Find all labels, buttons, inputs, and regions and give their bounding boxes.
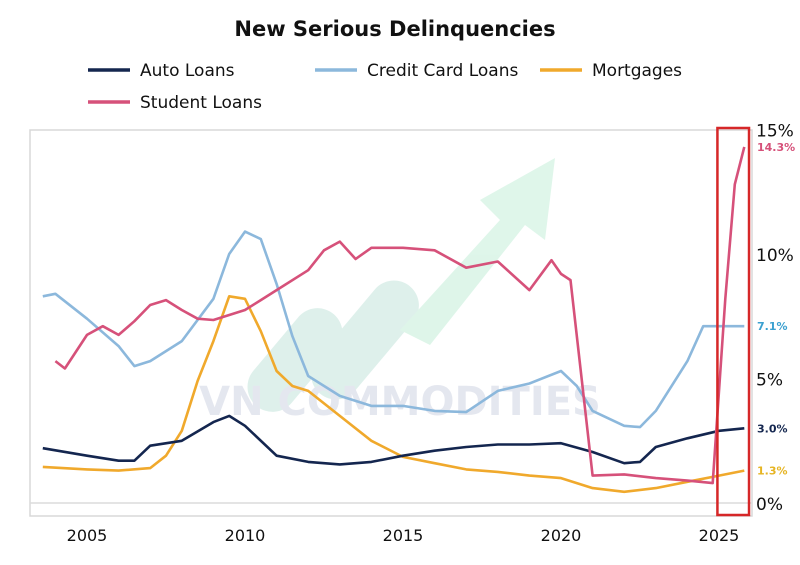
y-tick-label: 0%: [756, 495, 783, 515]
x-tick-label: 2020: [541, 526, 582, 545]
legend-label: Credit Card Loans: [367, 61, 518, 81]
series-line-student-loans: [54, 146, 746, 485]
legend: Auto Loans Credit Card Loans Mortgages Stud…: [88, 61, 682, 113]
x-tick-label: 2025: [699, 526, 740, 545]
plot-frame: [29, 129, 753, 517]
x-tick-label: 2015: [383, 526, 424, 545]
series-line-credit-card-loans: [42, 230, 745, 429]
watermark-logo: VN COMMODITIES: [199, 158, 601, 425]
end-value-label: 7.1%: [757, 320, 788, 333]
chart-title: New Serious Delinquencies: [234, 17, 555, 41]
x-tick-label: 2010: [225, 526, 266, 545]
end-value-label: 1.3%: [757, 465, 788, 478]
y-tick-label: 5%: [756, 371, 783, 391]
legend-label: Student Loans: [140, 93, 262, 113]
end-value-label: 3.0%: [757, 422, 788, 435]
legend-label: Mortgages: [592, 61, 682, 81]
x-tick-label: 2005: [67, 526, 108, 545]
highlight-box: [716, 126, 751, 517]
y-tick-label: 10%: [756, 246, 794, 266]
end-value-label: 14.3%: [757, 141, 795, 154]
legend-label: Auto Loans: [140, 61, 235, 81]
y-tick-label: 15%: [756, 122, 794, 142]
series-line-auto-loans: [42, 414, 745, 466]
watermark-text: VN COMMODITIES: [199, 379, 601, 425]
